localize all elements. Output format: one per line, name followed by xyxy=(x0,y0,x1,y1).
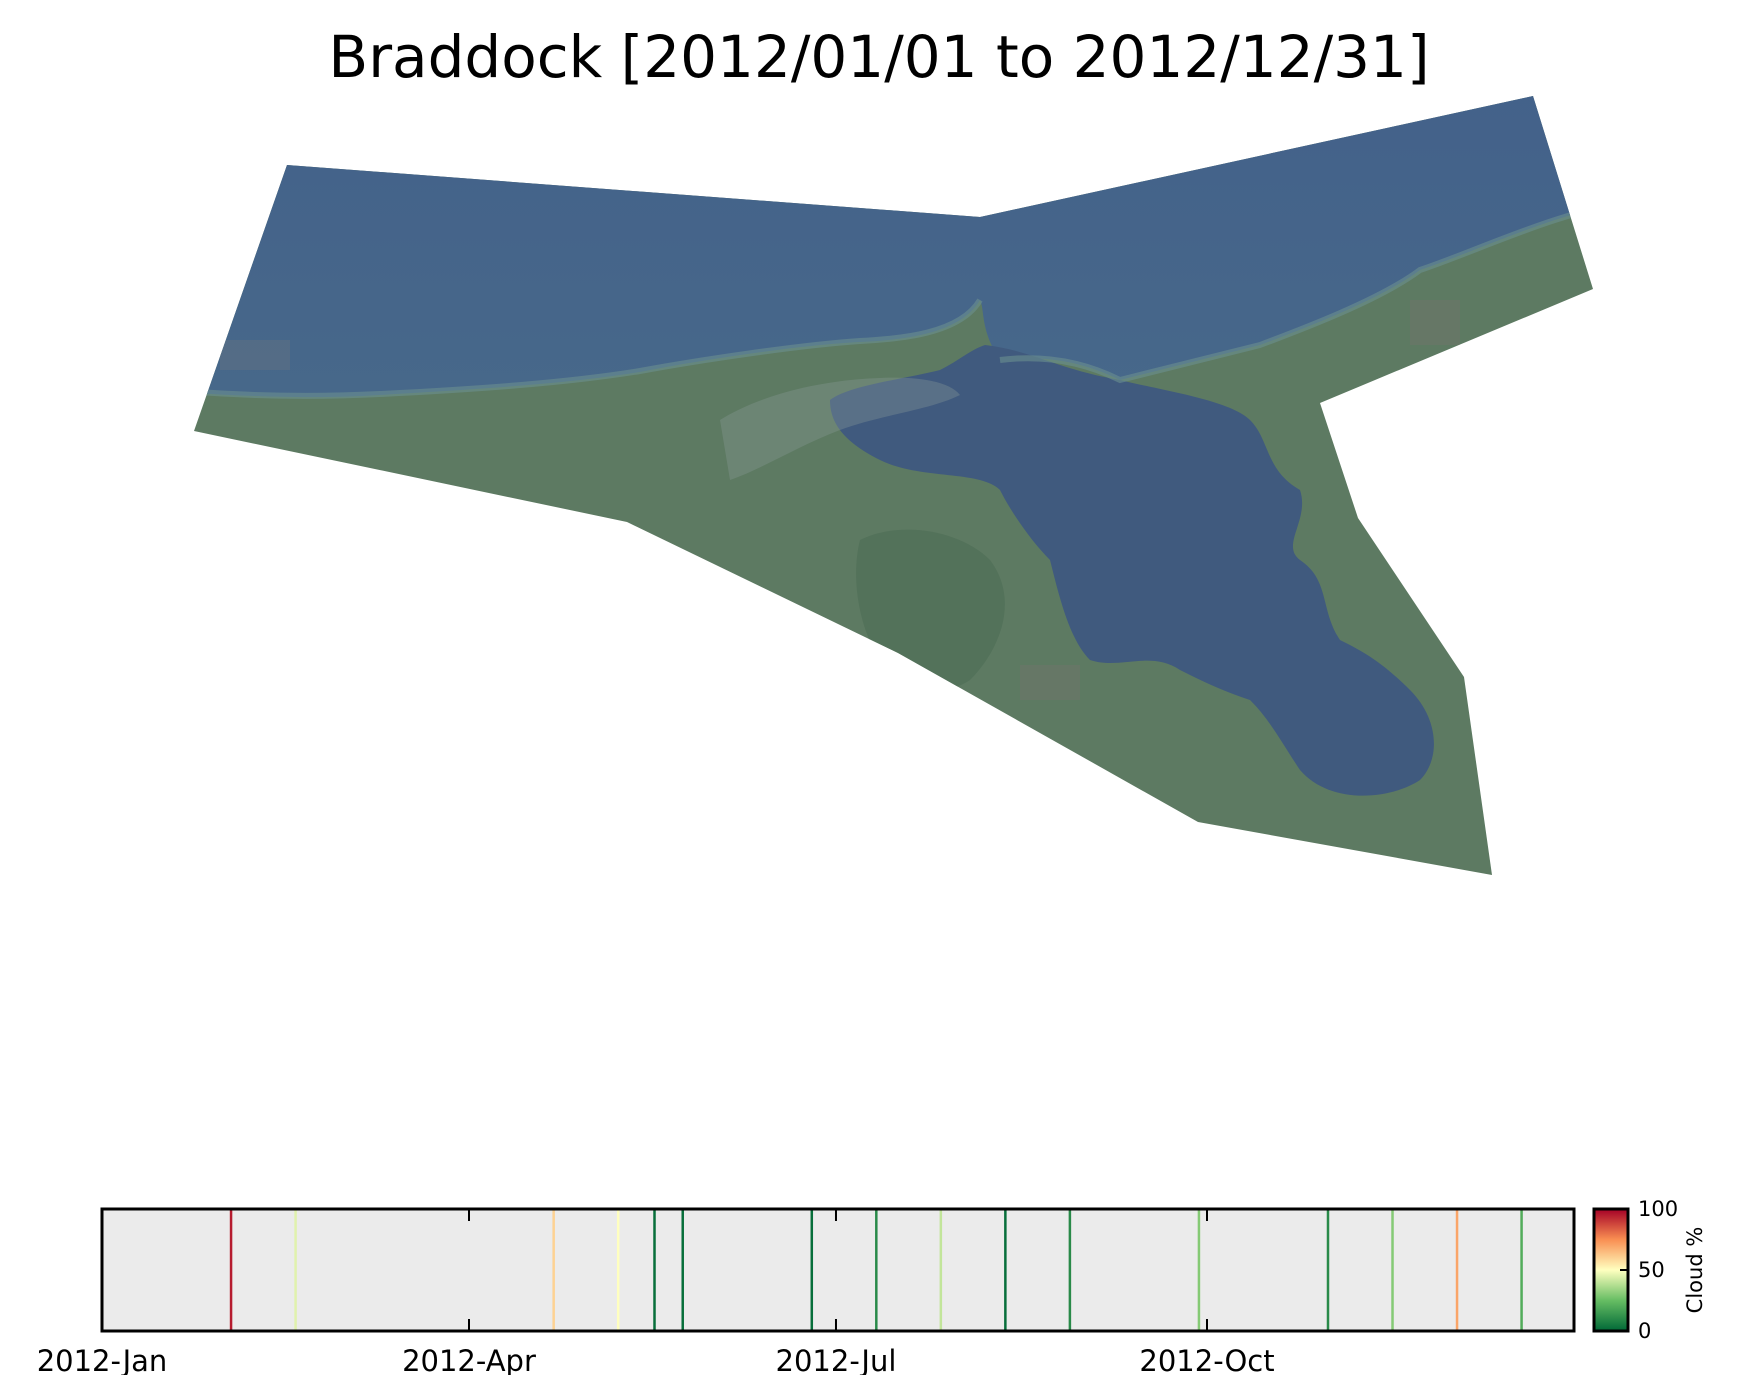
page-title: Braddock [2012/01/01 to 2012/12/31] xyxy=(328,23,1430,91)
bay-water xyxy=(830,345,1434,796)
acquisition-lines xyxy=(229,1209,1523,1331)
colorbar-tick-label: 100 xyxy=(1638,1197,1678,1221)
timeline-tick-label: 2012-Jul xyxy=(776,1344,897,1375)
colorbar-ticks: 100 50 0 xyxy=(1620,1197,1678,1343)
colorbar-tick-label: 50 xyxy=(1638,1258,1665,1282)
timeline-tick-label: 2012-Apr xyxy=(402,1344,536,1375)
timeline-tick-label: 2012-Oct xyxy=(1139,1344,1274,1375)
forest-area xyxy=(856,529,1005,691)
shore-line xyxy=(194,197,1593,399)
timeline-frame xyxy=(100,1207,1576,1333)
field-patch xyxy=(1410,300,1460,345)
timeline-tick-labels: 2012-Jan 2012-Apr 2012-Jul 2012-Oct xyxy=(37,1344,1275,1375)
colorbar-tick-label: 0 xyxy=(1638,1319,1651,1343)
field-patch xyxy=(220,340,290,370)
town-area xyxy=(720,377,960,480)
satellite-image xyxy=(194,96,1593,875)
field-patch xyxy=(1020,665,1080,700)
timeline-plot-area xyxy=(102,1209,1574,1331)
colorbar-label: Cloud % xyxy=(1683,1227,1707,1314)
timeline-tick-label: 2012-Jan xyxy=(37,1344,168,1375)
